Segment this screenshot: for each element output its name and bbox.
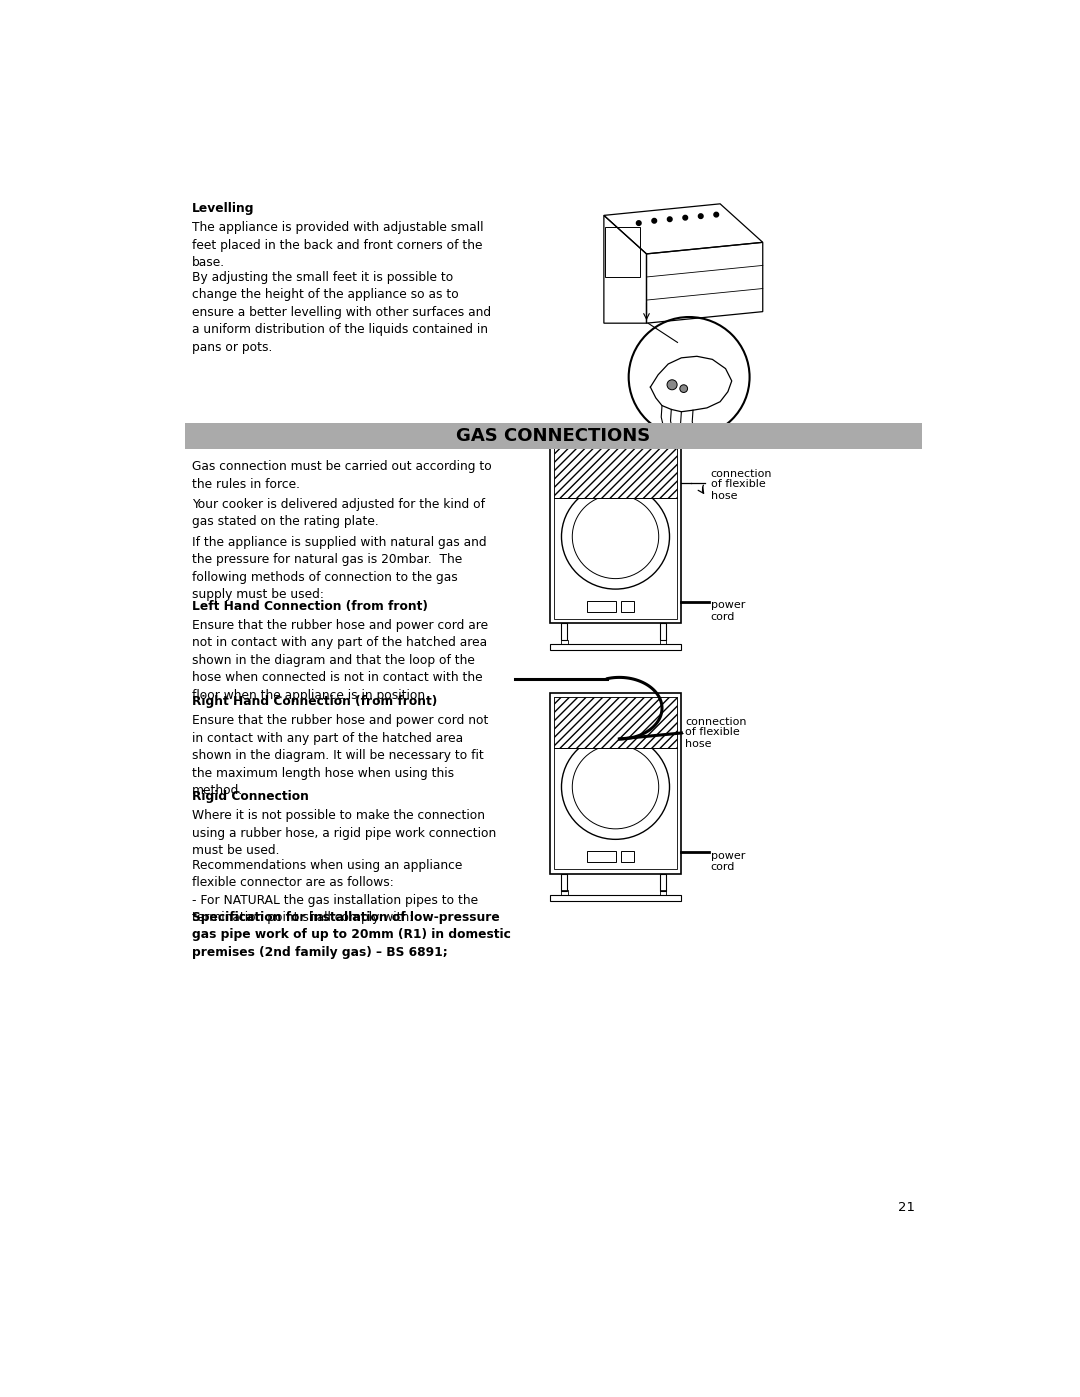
Text: GAS CONNECTIONS: GAS CONNECTIONS xyxy=(457,427,650,446)
Bar xyxy=(660,890,666,894)
Text: hose: hose xyxy=(711,490,738,500)
Text: Recommendations when using an appliance
flexible connector are as follows:
- For: Recommendations when using an appliance … xyxy=(191,859,477,925)
Bar xyxy=(660,873,665,891)
Text: Right Hand Connection (from front): Right Hand Connection (from front) xyxy=(191,696,436,708)
Text: If the appliance is supplied with natural gas and
the pressure for natural gas i: If the appliance is supplied with natura… xyxy=(191,535,486,601)
Bar xyxy=(561,890,568,894)
Text: Levelling: Levelling xyxy=(191,203,254,215)
Text: power: power xyxy=(711,601,745,610)
Text: hose: hose xyxy=(685,739,712,749)
Bar xyxy=(550,894,681,901)
Circle shape xyxy=(667,217,672,222)
Bar xyxy=(554,697,677,869)
Text: Where it is not possible to make the connection
using a rubber hose, a rigid pip: Where it is not possible to make the con… xyxy=(191,809,496,858)
Circle shape xyxy=(667,380,677,390)
Bar xyxy=(550,644,681,651)
Bar xyxy=(550,693,681,873)
Text: Gas connection must be carried out according to
the rules in force.: Gas connection must be carried out accor… xyxy=(191,460,491,490)
Bar xyxy=(586,601,616,612)
Bar xyxy=(186,423,921,450)
Text: By adjusting the small feet it is possible to
change the height of the appliance: By adjusting the small feet it is possib… xyxy=(191,271,490,353)
Bar xyxy=(621,851,634,862)
Bar xyxy=(554,447,677,619)
Bar xyxy=(606,226,640,277)
Circle shape xyxy=(699,214,703,218)
Text: Left Hand Connection (from front): Left Hand Connection (from front) xyxy=(191,601,428,613)
Bar xyxy=(562,873,567,891)
Bar xyxy=(586,851,616,862)
Bar xyxy=(550,443,681,623)
Bar xyxy=(621,601,634,612)
Circle shape xyxy=(683,215,688,219)
Bar xyxy=(554,447,677,497)
Text: of flexible: of flexible xyxy=(685,726,740,736)
Text: Specification for installation of low-pressure
gas pipe work of up to 20mm (R1) : Specification for installation of low-pr… xyxy=(191,911,511,958)
Bar xyxy=(554,697,677,749)
Text: Ensure that the rubber hose and power cord are
not in contact with any part of t: Ensure that the rubber hose and power co… xyxy=(191,619,488,701)
Text: 21: 21 xyxy=(899,1201,916,1214)
Circle shape xyxy=(714,212,718,217)
Text: cord: cord xyxy=(711,612,735,622)
Text: Ensure that the rubber hose and power cord not
in contact with any part of the h: Ensure that the rubber hose and power co… xyxy=(191,714,488,798)
Bar xyxy=(660,623,665,640)
Circle shape xyxy=(652,218,657,224)
Text: connection: connection xyxy=(685,717,746,726)
Text: power: power xyxy=(711,851,745,861)
Text: connection: connection xyxy=(711,469,772,479)
Circle shape xyxy=(636,221,642,225)
Text: cord: cord xyxy=(711,862,735,872)
Bar xyxy=(660,640,666,644)
Text: Rigid Connection: Rigid Connection xyxy=(191,791,309,803)
Bar xyxy=(561,640,568,644)
Text: Your cooker is delivered adjusted for the kind of
gas stated on the rating plate: Your cooker is delivered adjusted for th… xyxy=(191,497,485,528)
Bar xyxy=(562,623,567,640)
Circle shape xyxy=(679,384,688,393)
Text: of flexible: of flexible xyxy=(711,479,766,489)
Text: The appliance is provided with adjustable small
feet placed in the back and fron: The appliance is provided with adjustabl… xyxy=(191,221,483,270)
